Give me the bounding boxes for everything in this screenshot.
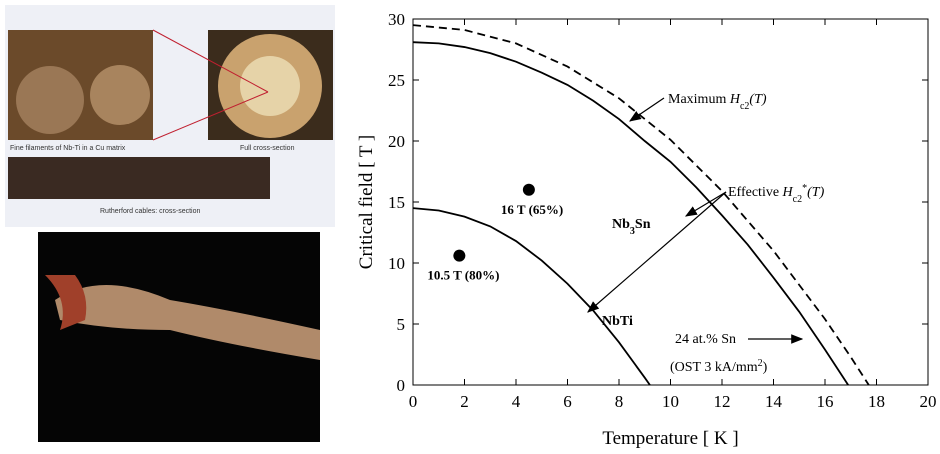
annotation-part: Sn <box>635 217 651 232</box>
curve <box>413 25 869 385</box>
cross-core <box>240 56 300 116</box>
caption: Full cross-section <box>240 145 295 152</box>
chart: 0 2 4 6 8 10 12 14 16 18 20 0 5 10 15 20 25 30 Temperature… <box>356 10 937 449</box>
annotation-part: (T) <box>749 92 766 107</box>
y-tick-label: 30 <box>388 10 405 29</box>
arrow <box>630 98 664 121</box>
annotation-part: Nb <box>612 217 630 232</box>
figure: Fine filaments of Nb-Ti in a Cu matrix F… <box>0 0 940 449</box>
plot-frame <box>413 19 928 385</box>
curve <box>413 42 848 385</box>
x-tick-label: 4 <box>512 392 521 411</box>
y-tick-label: 15 <box>388 193 405 212</box>
x-tick-label: 18 <box>868 392 885 411</box>
filament-bundle <box>16 66 84 134</box>
caption: Fine filaments of Nb-Ti in a Cu matrix <box>10 145 126 152</box>
annotation-part: (OST 3 kA/mm <box>670 360 758 375</box>
photo-panel: Fine filaments of Nb-Ti in a Cu matrix F… <box>5 5 335 442</box>
x-tick-label: 10 <box>662 392 679 411</box>
x-axis-label: Temperature [ K ] <box>602 428 738 449</box>
x-tick-label: 6 <box>563 392 572 411</box>
y-axis-label: Critical field [ T ] <box>356 135 377 269</box>
arrow <box>588 192 726 312</box>
annotation: Maximum Hc2(T) <box>668 92 767 112</box>
x-tick-label: 8 <box>615 392 624 411</box>
annotation: 24 at.% Sn <box>675 332 736 347</box>
annotation-part: Effective <box>728 185 783 200</box>
y-tick-label: 0 <box>397 376 406 395</box>
annotation-part: Maximum <box>668 92 730 107</box>
curve <box>413 208 650 385</box>
annotation: (OST 3 kA/mm2) <box>670 358 768 376</box>
filament-bundle <box>90 65 150 125</box>
point-label: 16 T (65%) <box>501 202 563 217</box>
annotation-part: c2 <box>740 101 749 112</box>
x-tick-label: 14 <box>765 392 783 411</box>
annotation-part: ) <box>763 360 768 375</box>
y-tick-label: 20 <box>388 132 405 151</box>
annotation: Nb3Sn <box>612 217 651 237</box>
annotation-part: (T) <box>807 185 824 200</box>
data-point <box>523 184 535 196</box>
point-label: 10.5 T (80%) <box>427 268 499 283</box>
annotation: NbTi <box>602 314 633 329</box>
x-tick-label: 2 <box>460 392 469 411</box>
caption: Rutherford cables: cross-section <box>100 208 200 215</box>
data-point <box>453 250 465 262</box>
page: {"photos": {"caption_filaments": "Fine f… <box>0 0 940 449</box>
cable-photo <box>8 157 270 199</box>
x-tick-label: 0 <box>409 392 418 411</box>
y-tick-label: 10 <box>388 254 405 273</box>
y-tick-label: 5 <box>397 315 406 334</box>
x-tick-label: 12 <box>714 392 731 411</box>
x-tick-label: 20 <box>920 392 937 411</box>
x-tick-label: 16 <box>817 392 834 411</box>
annotation: Effective Hc2*(T) <box>728 183 825 205</box>
y-tick-label: 25 <box>388 71 405 90</box>
annotation-part: c2 <box>793 194 802 205</box>
